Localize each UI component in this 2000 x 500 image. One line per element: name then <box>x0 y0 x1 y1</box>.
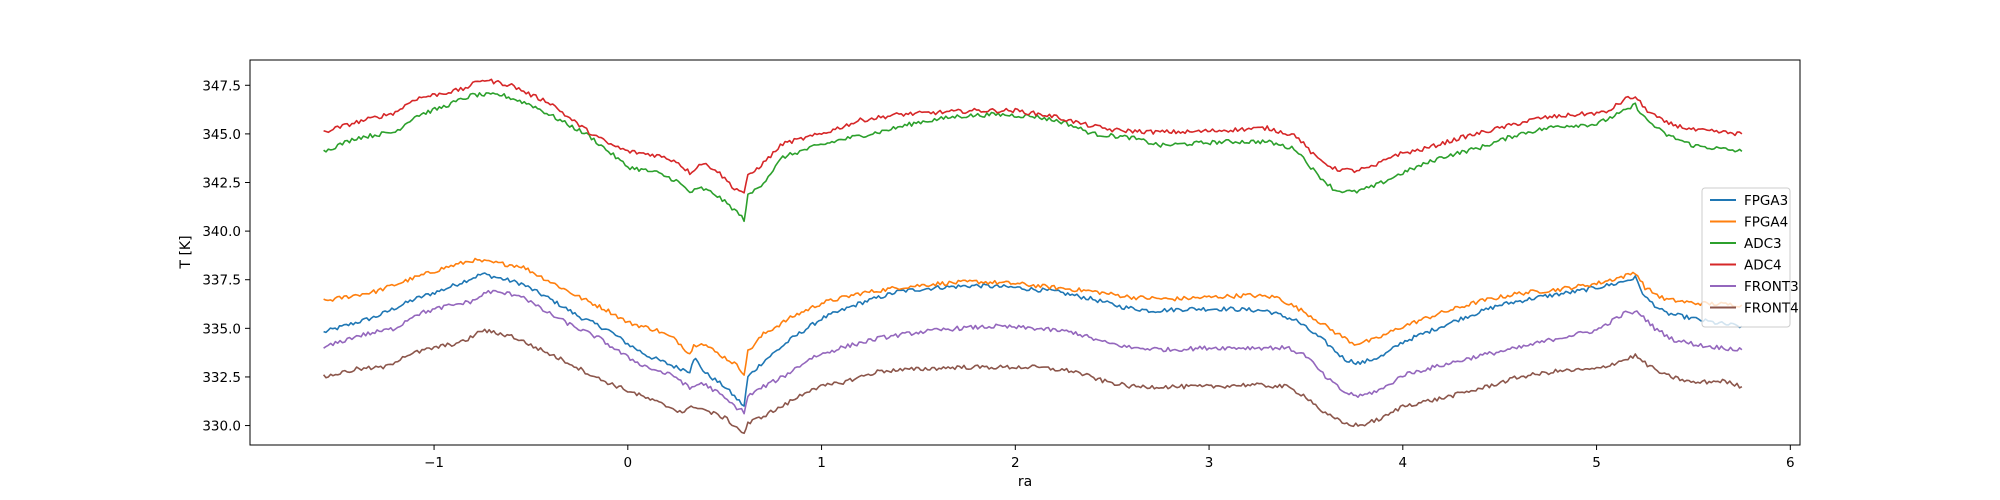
x-tick-label: 6 <box>1786 455 1795 471</box>
y-tick-label: 337.5 <box>202 273 241 289</box>
y-tick-label: 342.5 <box>202 176 241 192</box>
y-tick-label: 335.0 <box>202 321 241 337</box>
series-line-adc4 <box>323 78 1743 194</box>
series-line-front3 <box>323 289 1743 415</box>
series-line-fpga3 <box>323 272 1743 407</box>
y-tick-label: 332.5 <box>202 370 241 386</box>
x-tick-label: 1 <box>817 455 826 471</box>
legend-label: FRONT4 <box>1744 301 1799 317</box>
legend-label: ADC4 <box>1744 258 1782 274</box>
x-tick-label: 4 <box>1399 455 1408 471</box>
y-tick-label: 330.0 <box>202 419 241 435</box>
legend: FPGA3 FPGA4 ADC3 ADC4 FRONT3 FRONT4 <box>1701 187 1799 328</box>
series-line-fpga4 <box>323 257 1743 376</box>
legend-label: FPGA4 <box>1744 215 1788 231</box>
y-axis-label: T [K] <box>178 235 194 269</box>
x-axis-label: ra <box>1018 474 1032 490</box>
y-tick-label: 345.0 <box>202 127 241 143</box>
y-axis-ticks: 330.0 332.5 335.0 337.5 340.0 342.5 345.0 347.5 <box>202 78 250 435</box>
series-layer <box>322 78 1743 435</box>
legend-label: FPGA3 <box>1744 193 1788 209</box>
plot-area <box>250 60 1800 445</box>
x-tick-label: 2 <box>1011 455 1020 471</box>
series-line-front4 <box>322 328 1743 435</box>
legend-box <box>1701 187 1791 328</box>
plot-frame <box>249 59 1801 446</box>
y-tick-label: 340.0 <box>202 224 241 240</box>
x-tick-label: 5 <box>1592 455 1601 471</box>
series-line-adc3 <box>323 92 1743 223</box>
x-tick-label: 3 <box>1205 455 1214 471</box>
x-axis-ticks: −1 0 1 2 3 4 5 6 <box>424 445 1795 471</box>
legend-label: FRONT3 <box>1744 279 1799 295</box>
y-tick-label: 347.5 <box>202 78 241 94</box>
x-tick-label: −1 <box>424 455 444 471</box>
legend-label: ADC3 <box>1744 236 1782 252</box>
x-tick-label: 0 <box>624 455 633 471</box>
